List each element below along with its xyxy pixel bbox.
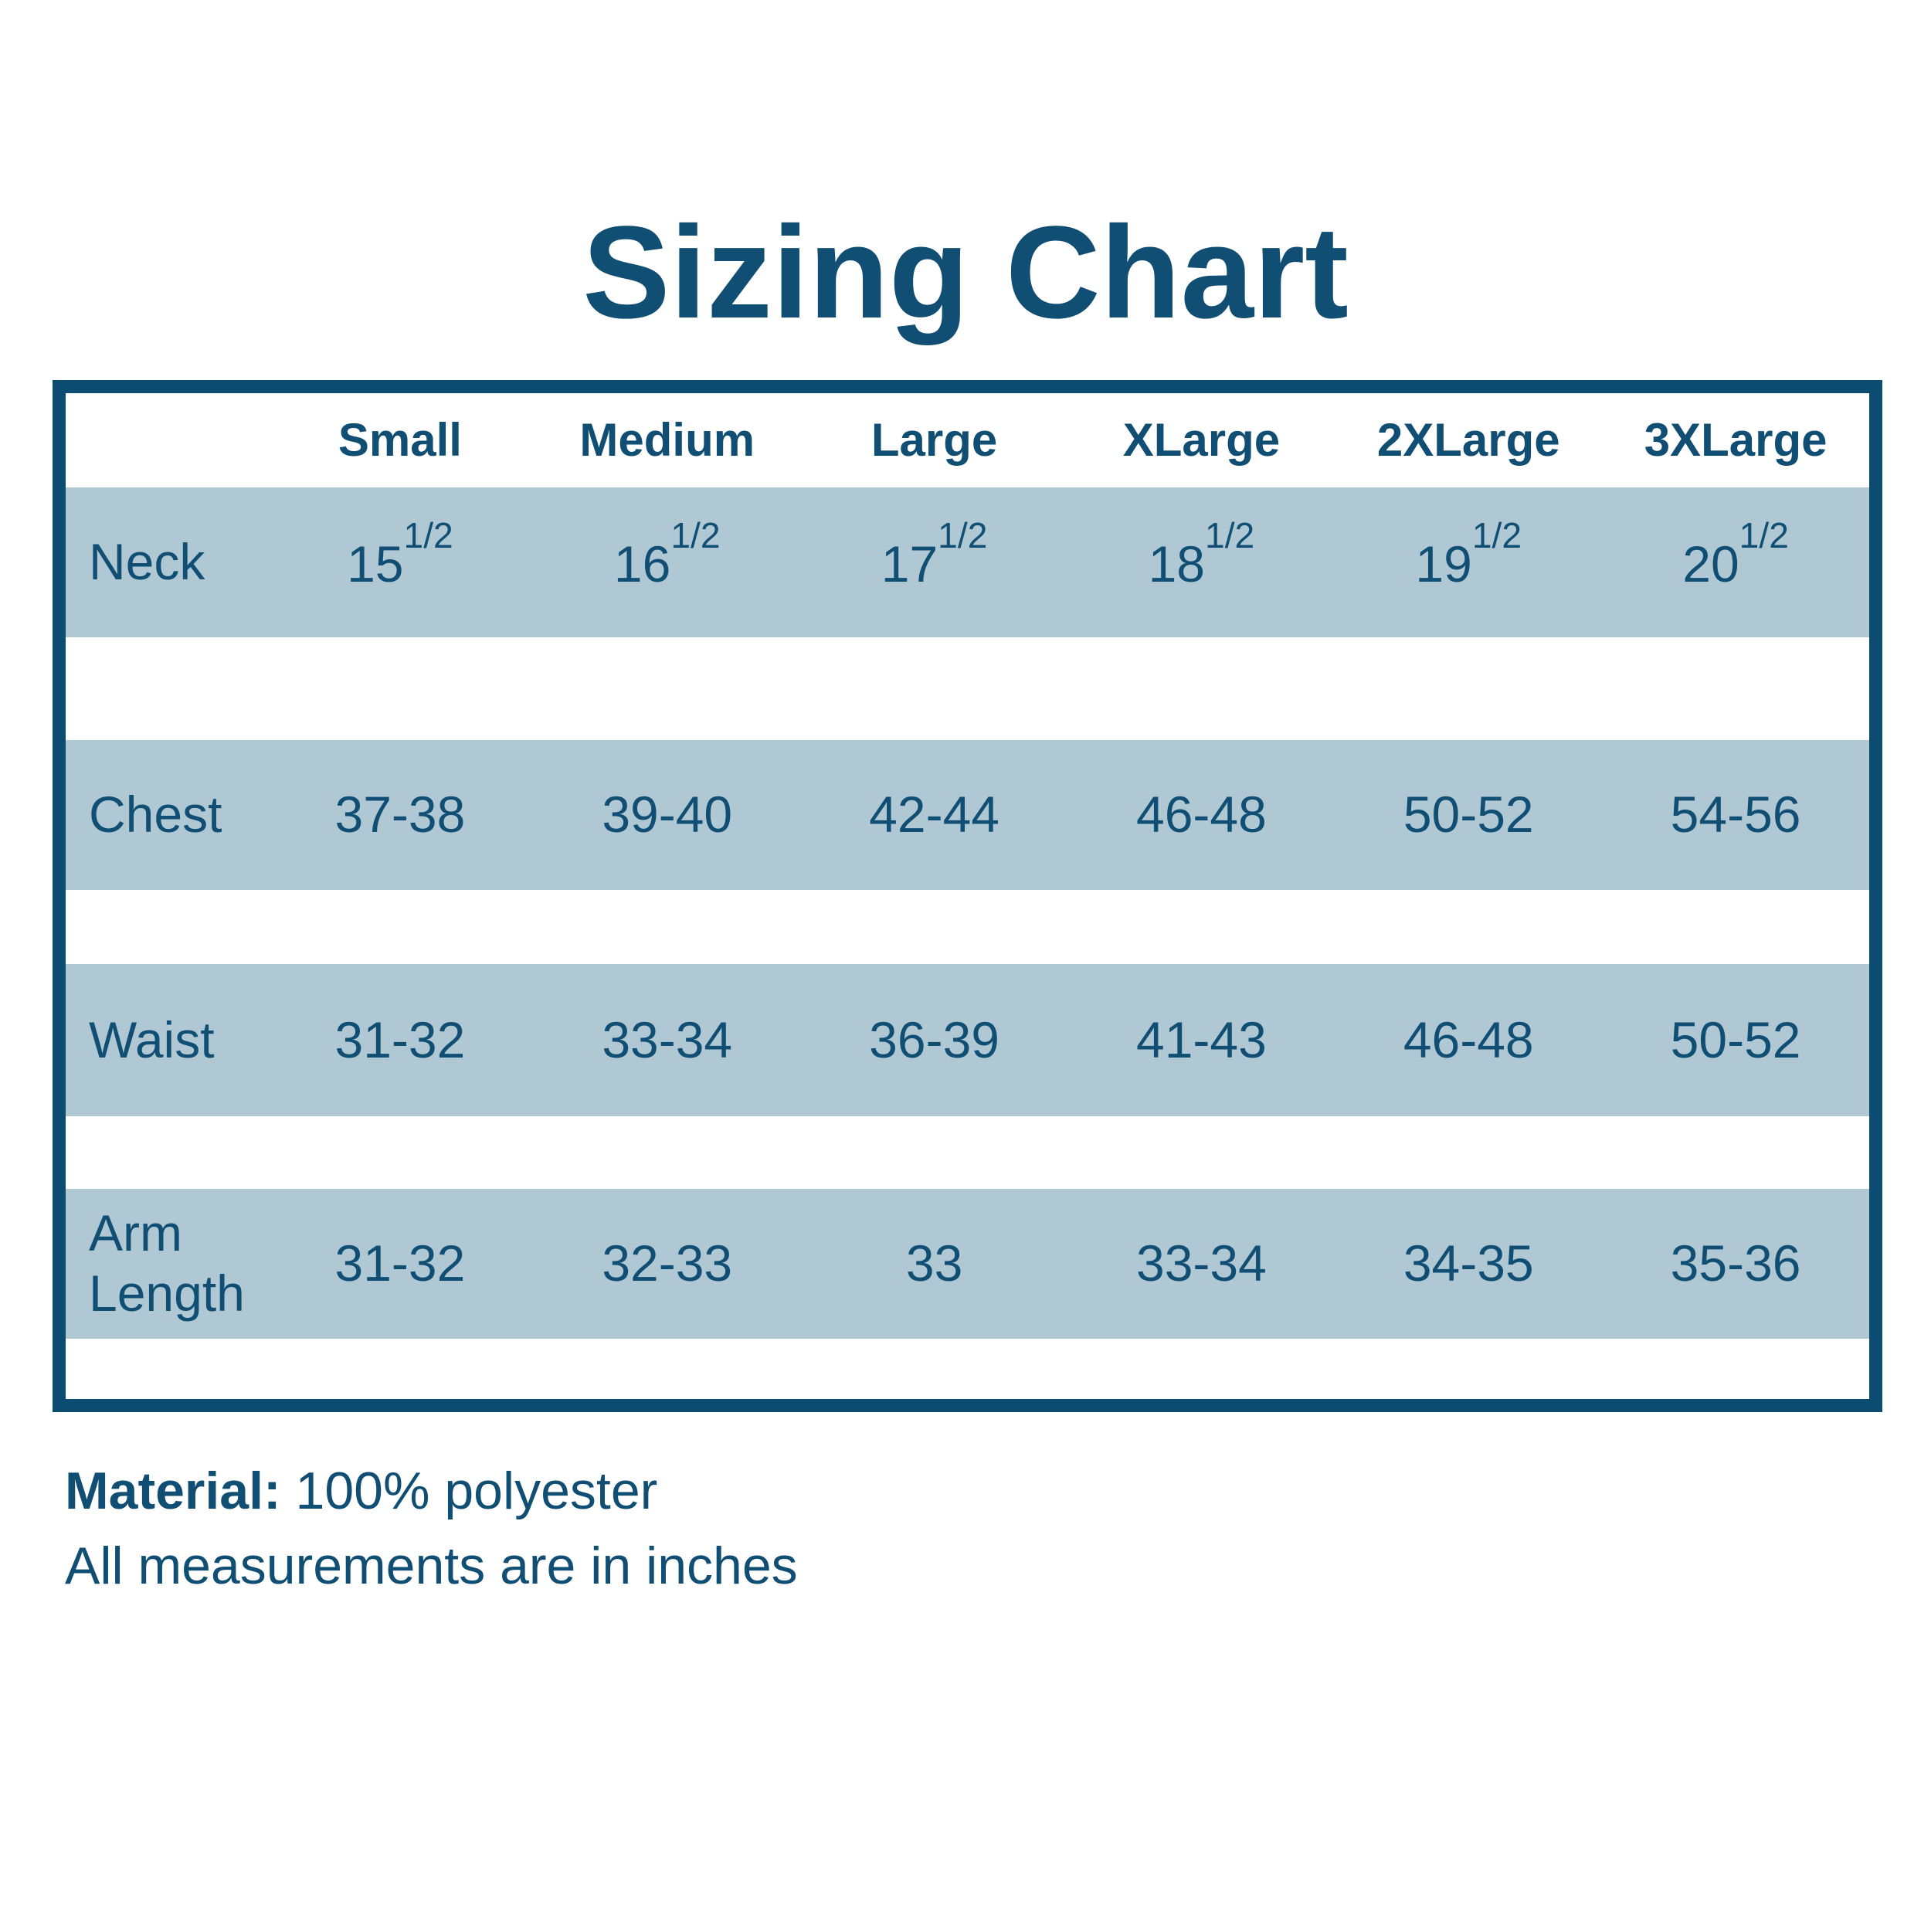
spacer-row (66, 1116, 1869, 1189)
arm-cell-2xlarge: 34-35 (1403, 1234, 1534, 1292)
waist-cell-3xlarge: 50-52 (1670, 1010, 1801, 1068)
column-header-2xlarge: 2XLarge (1376, 413, 1560, 466)
fraction: 1/2 (1205, 514, 1255, 555)
arm-cell-xlarge: 33-34 (1136, 1234, 1267, 1292)
row-label-neck: Neck (89, 533, 205, 591)
fraction: 1/2 (1739, 514, 1789, 555)
waist-cell-xlarge: 41-43 (1136, 1010, 1267, 1068)
fraction: 1/2 (1471, 514, 1522, 555)
waist-cell-large: 36-39 (869, 1010, 999, 1068)
spacer-row (66, 1339, 1869, 1399)
fraction: 1/2 (670, 514, 721, 555)
neck-cell-2xlarge: 191/2 (1415, 514, 1522, 593)
row-label-arm-length: Arm Length (89, 1204, 245, 1322)
chest-cell-2xlarge: 50-52 (1403, 786, 1534, 844)
table-row-neck: Neck 151/2 161/2 171/2 181/2 191/2 201/2 (66, 487, 1869, 637)
waist-cell-medium: 33-34 (602, 1010, 733, 1068)
table-row-chest: Chest 37-38 39-40 42-44 46-48 50-52 54-5… (66, 740, 1869, 890)
page-title: Sizing Chart (582, 199, 1349, 346)
table-row-arm-length: Arm Length 31-32 32-33 33 33-34 34-35 35… (66, 1189, 1869, 1339)
table-header-row: Small Medium Large XLarge 2XLarge 3XLarg… (66, 393, 1869, 487)
arm-cell-medium: 32-33 (602, 1234, 733, 1292)
chest-cell-small: 37-38 (334, 786, 466, 844)
arm-cell-3xlarge: 35-36 (1670, 1234, 1801, 1292)
row-label-chest: Chest (89, 786, 222, 844)
material-label: Material: (65, 1462, 281, 1520)
column-header-3xlarge: 3XLarge (1644, 413, 1827, 466)
material-line: Material: 100% polyester (65, 1454, 798, 1529)
table-row-waist: Waist 31-32 33-34 36-39 41-43 46-48 50-5… (66, 964, 1869, 1116)
arm-cell-small: 31-32 (334, 1234, 466, 1292)
neck-cell-large: 171/2 (881, 514, 988, 593)
chest-cell-medium: 39-40 (602, 786, 733, 844)
waist-cell-2xlarge: 46-48 (1403, 1010, 1534, 1068)
neck-cell-medium: 161/2 (613, 514, 721, 593)
row-label-waist: Waist (89, 1010, 215, 1068)
neck-cell-small: 151/2 (347, 514, 453, 593)
chest-cell-3xlarge: 54-56 (1670, 786, 1801, 844)
neck-cell-3xlarge: 201/2 (1682, 514, 1789, 593)
material-value: 100% polyester (295, 1462, 658, 1520)
footer-notes: Material: 100% polyester All measurement… (65, 1454, 798, 1603)
column-header-xlarge: XLarge (1122, 413, 1281, 466)
chest-cell-large: 42-44 (869, 786, 999, 844)
neck-cell-xlarge: 181/2 (1148, 514, 1255, 593)
waist-cell-small: 31-32 (334, 1010, 466, 1068)
spacer-row (66, 637, 1869, 740)
chest-cell-xlarge: 46-48 (1136, 786, 1267, 844)
column-header-small: Small (338, 413, 462, 466)
spacer-row (66, 890, 1869, 964)
arm-cell-large: 33 (905, 1234, 963, 1292)
measurements-note: All measurements are in inches (65, 1536, 798, 1595)
fraction: 1/2 (938, 514, 988, 555)
column-header-large: Large (870, 413, 998, 466)
column-header-medium: Medium (579, 413, 755, 466)
fraction: 1/2 (403, 514, 453, 555)
sizing-table: Small Medium Large XLarge 2XLarge 3XLarg… (53, 380, 1882, 1412)
